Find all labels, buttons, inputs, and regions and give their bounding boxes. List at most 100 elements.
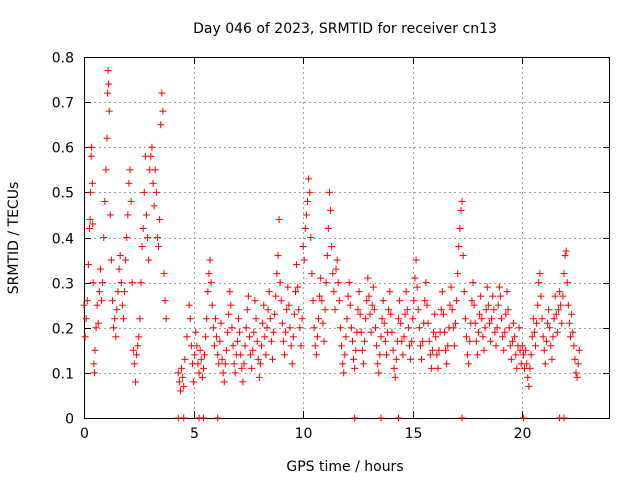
data-point [82, 315, 90, 323]
data-point [329, 270, 337, 278]
data-point [150, 202, 158, 210]
data-point [382, 351, 390, 359]
data-point [304, 197, 312, 205]
data-point [107, 256, 115, 264]
data-point [275, 215, 283, 223]
data-point [404, 324, 412, 332]
data-point [400, 333, 408, 341]
data-point [197, 355, 205, 363]
data-point [310, 324, 318, 332]
data-point [147, 152, 155, 160]
data-point [272, 292, 280, 300]
data-point [157, 121, 165, 129]
data-point [511, 333, 519, 341]
data-point [134, 342, 142, 350]
data-point [135, 333, 143, 341]
data-point [264, 306, 272, 314]
data-point [309, 297, 317, 305]
data-point [84, 261, 92, 269]
data-point [144, 234, 152, 241]
data-point [339, 360, 347, 368]
data-point [247, 351, 255, 359]
data-point [207, 279, 215, 287]
data-point [258, 342, 266, 350]
data-point [443, 360, 451, 368]
data-point [571, 355, 579, 363]
data-point [395, 315, 403, 323]
data-point [356, 310, 364, 318]
data-point [494, 301, 502, 309]
data-point [376, 351, 384, 359]
data-point [318, 297, 326, 305]
data-point [357, 328, 365, 336]
data-point [256, 360, 264, 368]
data-point [261, 333, 269, 341]
data-point [451, 319, 459, 327]
data-point [402, 288, 410, 296]
data-point [225, 310, 233, 318]
data-point [410, 297, 418, 305]
data-point [547, 342, 555, 350]
data-point [288, 360, 296, 368]
data-point [441, 328, 449, 336]
data-point [278, 319, 286, 327]
data-point [551, 292, 559, 300]
data-point [411, 274, 419, 282]
data-point [548, 355, 556, 363]
data-point [508, 337, 516, 345]
data-point [113, 306, 121, 314]
data-point [209, 324, 217, 332]
data-point [315, 315, 323, 323]
data-point [321, 306, 329, 314]
data-point [196, 346, 204, 354]
data-point [535, 279, 543, 287]
data-point [330, 288, 338, 296]
data-point [479, 333, 487, 341]
data-point [447, 283, 455, 291]
data-point [567, 333, 575, 341]
data-point [132, 378, 140, 386]
data-point [295, 306, 303, 314]
data-point [214, 414, 222, 422]
data-point [99, 279, 107, 287]
data-point [129, 346, 137, 354]
data-point [526, 364, 534, 372]
data-point [496, 292, 504, 300]
data-point [552, 310, 560, 318]
data-point [160, 270, 168, 278]
data-point [358, 346, 366, 354]
data-point [88, 179, 96, 187]
data-point [221, 360, 229, 368]
data-point [194, 360, 202, 368]
data-point [437, 306, 445, 314]
x-tick-label: 10 [295, 426, 313, 442]
x-tick-label: 15 [405, 426, 423, 442]
data-point [118, 301, 126, 309]
data-point [344, 292, 352, 300]
data-point [475, 328, 482, 336]
data-point [415, 324, 423, 332]
data-point [424, 319, 432, 327]
data-point [265, 288, 273, 296]
data-point [510, 319, 518, 327]
data-point [375, 369, 383, 377]
data-point [565, 319, 573, 327]
data-point [556, 288, 564, 296]
data-point [206, 256, 214, 264]
data-point [212, 315, 219, 323]
data-point [492, 342, 500, 350]
data-point [317, 274, 325, 282]
data-point [413, 283, 421, 291]
data-point [419, 337, 427, 345]
data-point [401, 310, 409, 318]
data-point [87, 188, 95, 196]
data-point [307, 234, 315, 241]
data-series [80, 67, 583, 422]
data-point [175, 378, 183, 386]
data-point [133, 351, 141, 359]
data-point [91, 369, 99, 377]
data-point [115, 265, 123, 273]
data-point [218, 355, 226, 363]
data-point [431, 310, 439, 318]
